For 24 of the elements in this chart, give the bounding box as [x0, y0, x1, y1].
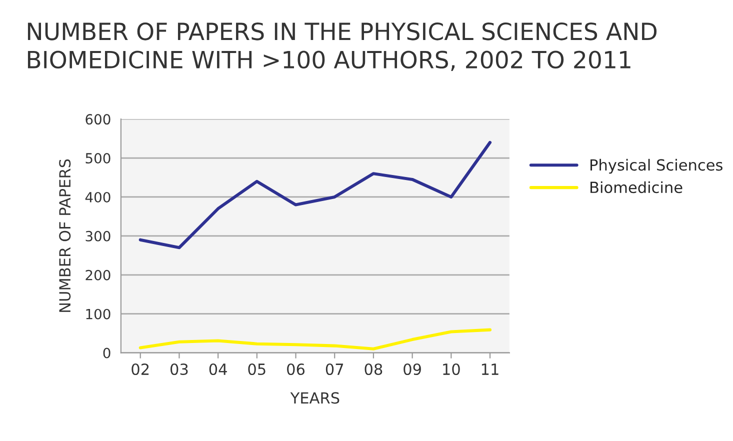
y-tick-label: 200	[86, 270, 110, 280]
x-tick-label: 08	[364, 363, 382, 376]
y-tick-label: 100	[86, 308, 110, 320]
x-tick-label: 06	[287, 363, 305, 376]
x-tick-label: 09	[404, 363, 421, 376]
y-tick-label: 0	[103, 348, 110, 358]
x-tick-label: 02	[132, 363, 149, 376]
y-tick-label: 600	[86, 114, 110, 125]
x-tick-label: 10	[443, 363, 460, 376]
y-tick-label: 400	[85, 192, 110, 202]
x-tick-label: 07	[326, 363, 344, 376]
line-series	[138, 328, 492, 350]
x-axis-title: YEARS	[290, 392, 340, 404]
chart-title: NUMBER OF PAPERS IN THE PHYSICAL SCIENCES AND BIOMEDICINE WITH >100 AUTHORS, 2002 TO 2011	[28, 22, 657, 71]
x-tick-label: 05	[248, 363, 266, 376]
x-tick-label: 03	[170, 363, 188, 376]
line-series	[138, 140, 492, 250]
x-tick-label: 04	[209, 363, 227, 376]
y-axis-title: NUMBER OF PAPERS	[59, 159, 71, 312]
x-tick-label: 11	[482, 364, 498, 375]
y-tick-label: 500	[86, 152, 110, 164]
legend-label: Biomedicine	[590, 181, 682, 194]
legend-label: Physical Sciences	[590, 158, 722, 174]
y-tick-label: 300	[86, 230, 110, 242]
